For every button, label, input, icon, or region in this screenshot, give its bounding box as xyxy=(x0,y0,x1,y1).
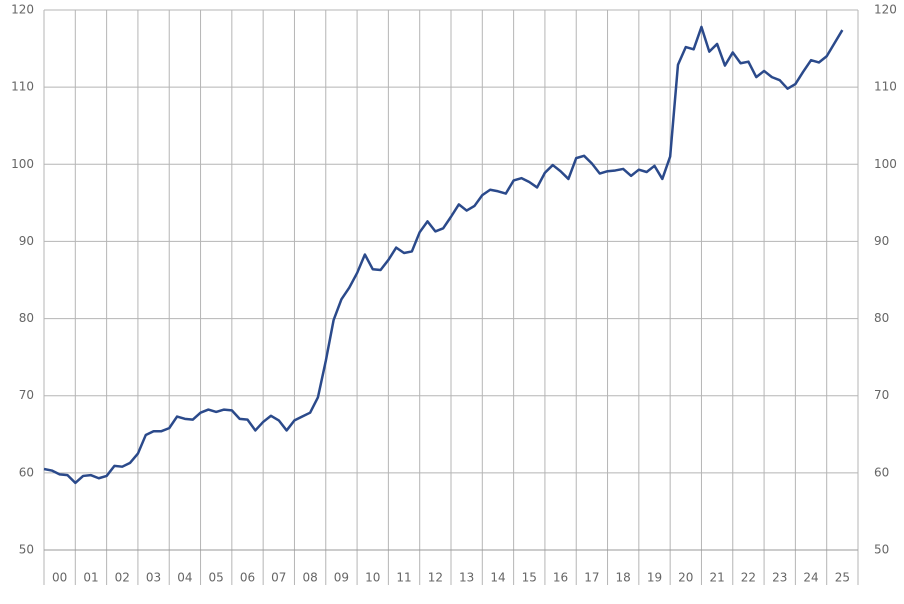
y2-tick-label: 80 xyxy=(874,311,889,325)
y2-tick-label: 120 xyxy=(874,3,897,17)
x-tick-label: 06 xyxy=(240,571,255,585)
x-tick-label: 15 xyxy=(522,571,537,585)
y-tick-label: 90 xyxy=(19,234,34,248)
x-tick-label: 01 xyxy=(83,571,98,585)
x-tick-label: 09 xyxy=(334,571,349,585)
x-tick-label: 05 xyxy=(209,571,224,585)
y2-tick-label: 70 xyxy=(874,388,889,402)
y2-tick-label: 110 xyxy=(874,80,897,94)
y-tick-label: 120 xyxy=(11,3,34,17)
x-tick-label: 20 xyxy=(678,571,693,585)
x-tick-label: 22 xyxy=(741,571,756,585)
y2-tick-label: 90 xyxy=(874,234,889,248)
y-tick-label: 70 xyxy=(19,388,34,402)
y-tick-label: 100 xyxy=(11,157,34,171)
x-tick-label: 08 xyxy=(302,571,317,585)
x-tick-label: 19 xyxy=(647,571,662,585)
y2-tick-label: 100 xyxy=(874,157,897,171)
y-tick-label: 110 xyxy=(11,80,34,94)
x-tick-label: 18 xyxy=(616,571,631,585)
x-tick-label: 17 xyxy=(584,571,599,585)
x-tick-label: 11 xyxy=(396,571,411,585)
x-tick-label: 25 xyxy=(835,571,850,585)
x-tick-label: 16 xyxy=(553,571,568,585)
x-tick-label: 12 xyxy=(428,571,443,585)
y2-tick-label: 50 xyxy=(874,543,889,557)
x-tick-label: 10 xyxy=(365,571,380,585)
x-tick-label: 14 xyxy=(490,571,505,585)
y2-tick-label: 60 xyxy=(874,465,889,479)
x-tick-label: 23 xyxy=(772,571,787,585)
x-tick-label: 13 xyxy=(459,571,474,585)
x-tick-label: 04 xyxy=(177,571,192,585)
y-tick-label: 50 xyxy=(19,543,34,557)
x-tick-label: 03 xyxy=(146,571,161,585)
x-tick-label: 02 xyxy=(115,571,130,585)
x-tick-label: 21 xyxy=(709,571,724,585)
x-tick-label: 07 xyxy=(271,571,286,585)
y-tick-label: 80 xyxy=(19,311,34,325)
data-line xyxy=(43,25,844,485)
y-tick-label: 60 xyxy=(19,465,34,479)
x-tick-label: 00 xyxy=(52,571,67,585)
x-tick-label: 24 xyxy=(803,571,818,585)
